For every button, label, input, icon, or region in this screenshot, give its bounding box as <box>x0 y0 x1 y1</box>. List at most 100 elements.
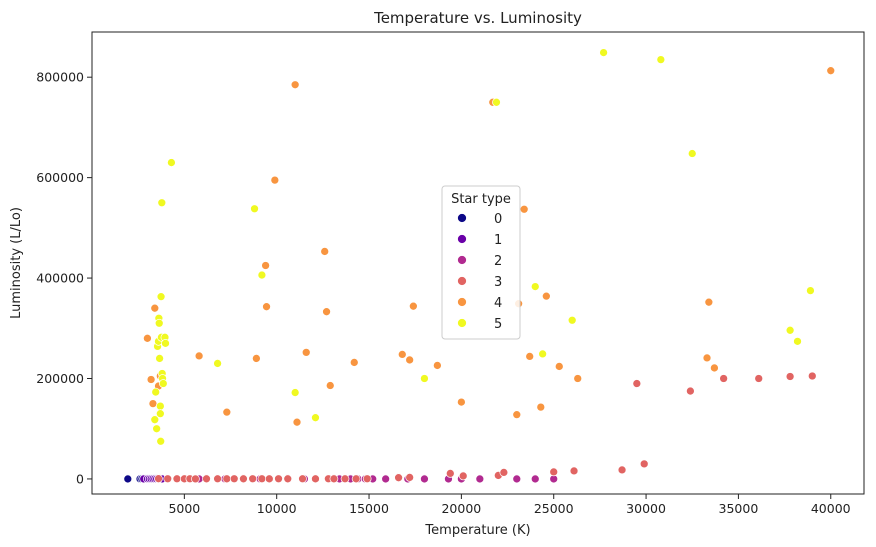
data-point-type-5 <box>213 359 222 368</box>
data-point-type-3 <box>248 474 258 484</box>
legend-marker <box>457 213 467 223</box>
data-point-type-3 <box>569 466 579 476</box>
data-point-type-3 <box>154 474 163 484</box>
data-point-type-5 <box>156 292 166 301</box>
data-point-type-3 <box>274 474 283 484</box>
data-point-type-5 <box>155 401 165 411</box>
data-point-type-3 <box>213 474 222 484</box>
data-point-type-3 <box>785 372 795 381</box>
data-point-type-3 <box>298 474 307 484</box>
y-tick-label: 600000 <box>36 170 84 185</box>
data-point-type-3 <box>172 474 182 484</box>
data-point-type-3 <box>807 371 817 381</box>
data-point-type-5 <box>150 415 160 425</box>
data-point-type-2 <box>475 474 485 484</box>
legend: Star type 0 1 2 3 4 5 <box>441 185 521 340</box>
data-point-type-4 <box>457 397 466 407</box>
data-point-type-4 <box>143 333 152 343</box>
data-point-type-4 <box>536 402 546 412</box>
data-point-type-4 <box>573 374 583 383</box>
data-point-type-3 <box>264 474 274 484</box>
data-point-type-3 <box>632 379 642 388</box>
data-point-type-2 <box>530 474 540 484</box>
data-point-type-5 <box>793 336 802 346</box>
y-tick-label: 0 <box>76 471 84 486</box>
data-point-type-3 <box>311 474 320 484</box>
data-point-type-3 <box>239 474 248 484</box>
data-point-type-3 <box>617 465 627 475</box>
data-point-type-4 <box>325 381 335 390</box>
data-point-type-4 <box>512 410 522 420</box>
data-point-type-3 <box>351 474 361 484</box>
data-point-type-4 <box>826 66 836 76</box>
legend-entry-label: 3 <box>494 275 502 290</box>
data-point-type-4 <box>541 291 551 301</box>
data-point-type-3 <box>362 474 372 484</box>
x-tick-label: 25000 <box>534 501 574 516</box>
data-point-type-4 <box>262 302 271 312</box>
data-point-type-4 <box>320 247 330 256</box>
data-point-type-2 <box>381 474 391 484</box>
legend-marker <box>457 255 467 265</box>
data-point-type-3 <box>163 474 173 484</box>
data-point-type-4 <box>525 352 535 361</box>
data-point-type-3 <box>686 386 695 396</box>
data-point-type-3 <box>329 474 339 484</box>
data-point-type-4 <box>519 204 529 214</box>
data-point-type-5 <box>161 338 170 348</box>
data-point-type-4 <box>292 417 302 427</box>
data-point-type-4 <box>409 301 418 311</box>
data-point-type-4 <box>405 355 415 365</box>
data-point-type-3 <box>283 474 293 484</box>
data-point-type-5 <box>167 158 176 167</box>
data-point-type-5 <box>154 318 164 328</box>
data-point-type-4 <box>397 350 407 359</box>
legend-title: Star type <box>451 192 511 207</box>
data-point-type-5 <box>806 286 815 295</box>
data-point-type-4 <box>349 358 359 367</box>
data-point-type-3 <box>754 374 764 383</box>
data-point-type-3 <box>445 469 455 478</box>
data-point-type-5 <box>157 198 167 208</box>
data-point-type-3 <box>499 468 509 477</box>
data-point-type-3 <box>549 467 559 477</box>
data-point-type-4 <box>322 307 331 317</box>
x-axis: 5000 10000 15000 20000 25000 30000 35000 40000 <box>168 494 851 516</box>
data-point-type-4 <box>710 363 719 373</box>
legend-entry-label: 0 <box>494 212 502 227</box>
legend-entry-label: 2 <box>494 254 502 269</box>
data-point-type-5 <box>492 97 501 107</box>
x-tick-label: 40000 <box>811 501 851 516</box>
data-point-type-5 <box>599 48 608 57</box>
data-point-type-5 <box>687 149 697 158</box>
legend-entry-label: 1 <box>494 233 502 248</box>
data-point-type-3 <box>222 474 232 484</box>
data-points <box>123 48 836 484</box>
data-point-type-4 <box>252 354 261 363</box>
data-point-type-4 <box>222 407 232 417</box>
legend-marker <box>457 297 467 307</box>
data-point-type-2 <box>512 474 522 484</box>
x-axis-label: Temperature (K) <box>424 523 530 538</box>
data-point-type-4 <box>261 261 270 270</box>
data-point-type-3 <box>394 473 403 483</box>
data-point-type-5 <box>567 315 577 325</box>
data-point-type-3 <box>639 459 649 469</box>
data-point-type-5 <box>155 409 165 419</box>
data-point-type-5 <box>250 204 259 214</box>
data-point-type-4 <box>194 351 204 361</box>
data-point-type-4 <box>148 399 158 408</box>
data-point-type-4 <box>301 348 311 357</box>
data-point-type-2 <box>420 474 429 484</box>
plot-area-frame <box>91 31 865 495</box>
data-point-type-5 <box>257 270 267 280</box>
data-point-type-5 <box>156 436 166 446</box>
data-point-type-4 <box>702 353 712 363</box>
legend-entry-label: 4 <box>494 296 502 311</box>
data-point-type-5 <box>155 354 164 363</box>
data-point-type-3 <box>405 473 415 482</box>
legend-marker <box>457 318 467 328</box>
data-point-type-5 <box>158 379 168 388</box>
legend-marker <box>457 234 467 244</box>
legend-marker <box>457 276 467 286</box>
